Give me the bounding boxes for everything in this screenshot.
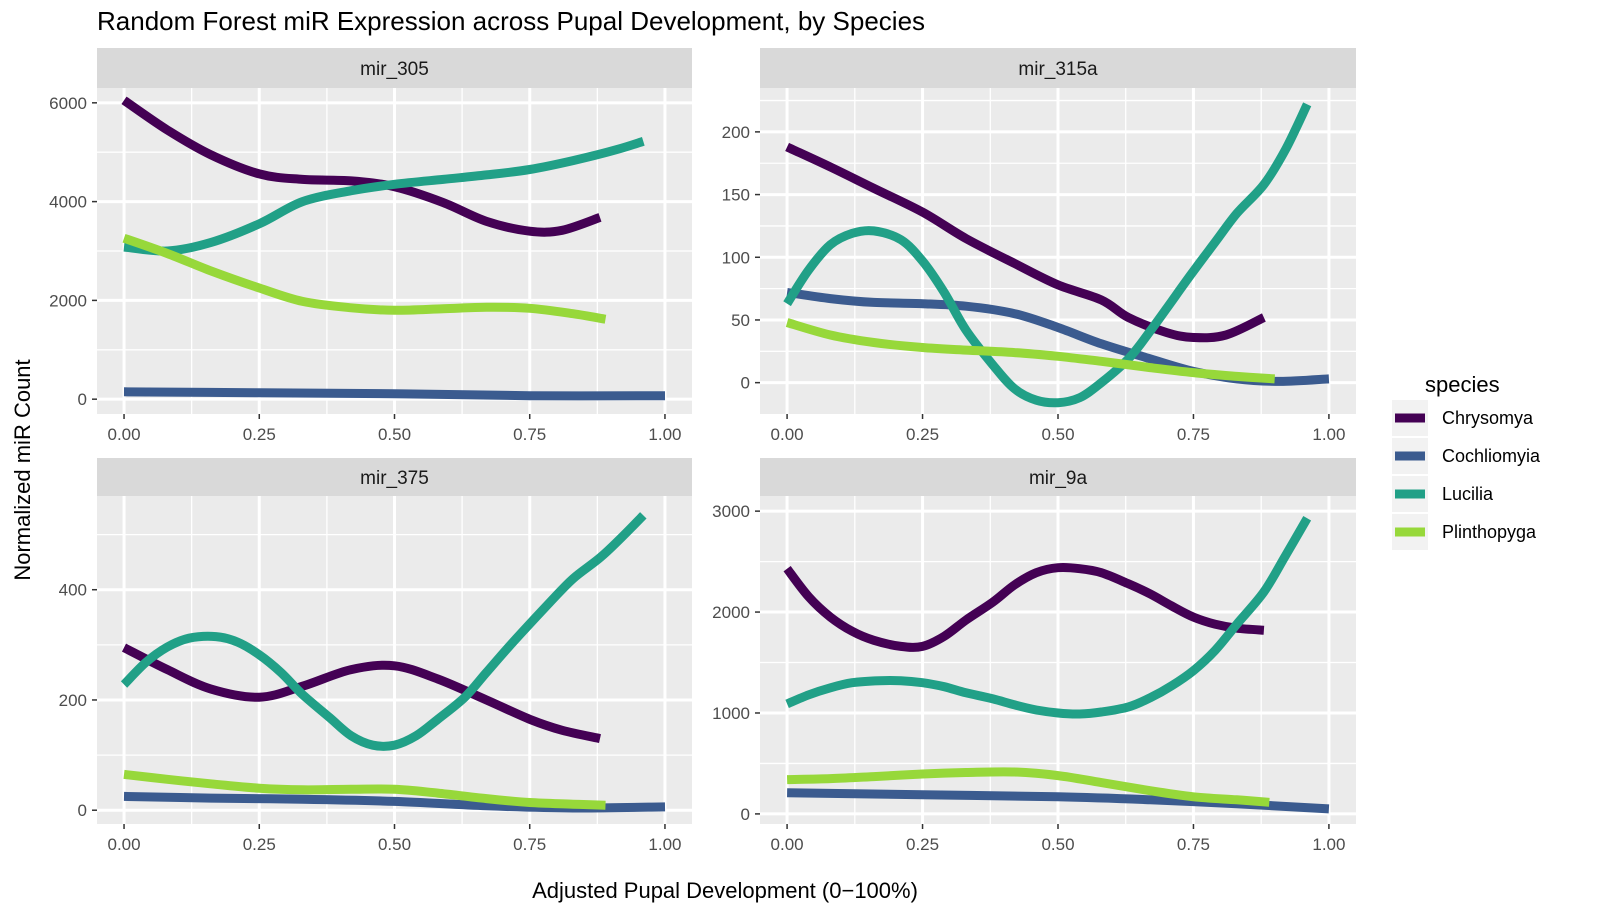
x-tick-label: 0.50	[378, 835, 411, 854]
x-tick-label: 0.00	[771, 425, 804, 444]
facet-strip-label: mir_315a	[1018, 59, 1098, 80]
y-tick-label: 1000	[712, 704, 750, 723]
y-tick-label: 2000	[712, 603, 750, 622]
y-tick-label: 2000	[49, 291, 87, 310]
series-line-chrysomya	[783, 562, 1265, 652]
facet-strip	[97, 458, 692, 496]
legend-label-lucilia: Lucilia	[1442, 484, 1494, 504]
x-tick-label: 0.50	[378, 425, 411, 444]
y-tick-label: 400	[59, 581, 87, 600]
x-tick-label: 0.25	[243, 835, 276, 854]
y-tick-label: 0	[78, 390, 87, 409]
y-tick-label: 0	[78, 801, 87, 820]
x-tick-label: 0.75	[1177, 425, 1210, 444]
y-tick-label: 6000	[49, 94, 87, 113]
series-line-lucilia	[120, 512, 647, 751]
facet-strip	[760, 48, 1356, 88]
legend-title: species	[1425, 372, 1500, 397]
facet-strip	[97, 48, 692, 88]
facet-panel-mir_9a: mir_9a 0.00 0.25 0.50 0.75 1.00 0 1000 2000 3000	[712, 458, 1356, 854]
y-axis-title: Normalized miR Count	[10, 359, 35, 580]
series-line-lucilia	[783, 102, 1312, 408]
facet-strip-label: mir_9a	[1029, 468, 1088, 489]
y-tick-label: 4000	[49, 193, 87, 212]
legend-label-chrysomya: Chrysomya	[1442, 408, 1534, 428]
y-tick-label: 200	[59, 691, 87, 710]
x-tick-label: 0.00	[107, 835, 140, 854]
series-line-plinthopyga	[786, 767, 1270, 807]
y-tick-label: 200	[722, 123, 750, 142]
series-line-chrysomya	[121, 643, 601, 743]
y-tick-label: 0	[741, 805, 750, 824]
series-line-plinthopyga	[785, 318, 1275, 384]
y-tick-label: 100	[722, 248, 750, 267]
series-line-chrysomya	[785, 142, 1266, 343]
y-tick-label: 3000	[712, 502, 750, 521]
x-tick-label: 0.75	[513, 425, 546, 444]
legend: species Chrysomya Cochliomyia Lucilia Plint…	[1392, 372, 1541, 550]
x-tick-label: 0.75	[1177, 835, 1210, 854]
chart-title: Random Forest miR Expression across Pupa…	[97, 6, 925, 36]
x-tick-label: 1.00	[648, 835, 681, 854]
x-tick-label: 1.00	[648, 425, 681, 444]
x-tick-label: 1.00	[1312, 835, 1345, 854]
x-tick-label: 1.00	[1312, 425, 1345, 444]
y-tick-label: 50	[731, 311, 750, 330]
facet-panel-mir_305: mir_305 0.00 0.25 0.50 0.75 1.00 0 2000 4000 6000	[49, 48, 692, 444]
x-tick-label: 0.75	[513, 835, 546, 854]
facet-panel-mir_315a: mir_315a 0.00 0.25 0.50 0.75 1.00 0 50 100 150 200	[722, 48, 1356, 444]
y-tick-label: 150	[722, 186, 750, 205]
y-tick-label: 0	[741, 374, 750, 393]
facet-strip	[760, 458, 1356, 496]
facet-panel-mir_375: mir_375 0.00 0.25 0.50 0.75 1.00 0 200 400	[59, 458, 692, 854]
x-tick-label: 0.25	[906, 425, 939, 444]
facet-strip-label: mir_375	[360, 468, 429, 489]
x-tick-label: 0.25	[243, 425, 276, 444]
x-tick-label: 0.25	[906, 835, 939, 854]
x-tick-label: 0.50	[1041, 425, 1074, 444]
facet-strip-label: mir_305	[360, 59, 429, 80]
x-tick-label: 0.00	[771, 835, 804, 854]
x-tick-label: 0.50	[1041, 835, 1074, 854]
series-line-plinthopyga	[122, 233, 607, 324]
series-line-lucilia	[123, 137, 645, 256]
legend-label-cochliomyia: Cochliomyia	[1442, 446, 1541, 466]
legend-label-plinthopyga: Plinthopyga	[1442, 522, 1537, 542]
series-line-cochliomyia	[123, 387, 666, 401]
x-axis-title: Adjusted Pupal Development (0−100%)	[532, 878, 918, 903]
series-line-plinthopyga	[123, 769, 606, 810]
series-line-lucilia	[785, 515, 1312, 719]
x-tick-label: 0.00	[107, 425, 140, 444]
